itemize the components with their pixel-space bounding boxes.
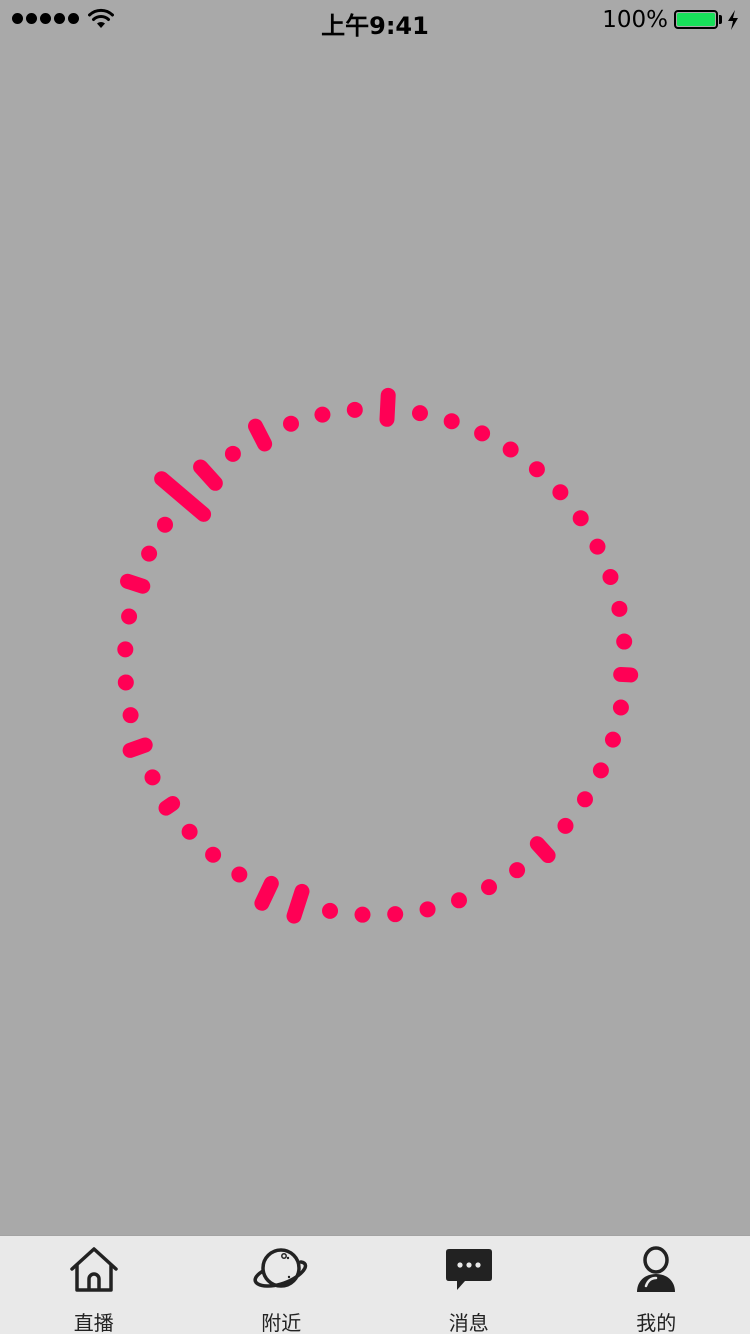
spinner-dot (528, 461, 545, 478)
spinner-dot (443, 413, 460, 430)
spinner-dot (314, 406, 331, 423)
spinner-dash (529, 836, 556, 864)
spinner-dash (122, 737, 153, 758)
status-time: 上午9:41 (321, 12, 429, 40)
spinner-dot (502, 441, 519, 458)
spinner-dot (576, 791, 593, 808)
spinner-dot (387, 906, 404, 923)
spinner-dot (557, 817, 574, 834)
tab-nearby[interactable]: 附近 (188, 1236, 376, 1334)
home-icon (70, 1247, 118, 1292)
spinner-dot (612, 699, 629, 716)
tab-label: 直播 (73, 1311, 114, 1334)
battery-level-fill (677, 13, 715, 26)
spinner-dot (121, 608, 138, 625)
spinner-dot (117, 674, 134, 691)
status-bar: 上午9:41 100% (0, 0, 750, 40)
user-icon (637, 1246, 676, 1292)
spinner-dot (224, 445, 241, 462)
spinner-dash (286, 883, 310, 924)
spinner-dash (193, 459, 223, 491)
spinner-dot (616, 633, 633, 650)
charging-bolt-icon (728, 10, 738, 30)
planet-icon (253, 1248, 308, 1288)
spinner-dot (611, 600, 628, 617)
spinner-dash (154, 471, 212, 522)
spinner-dot (231, 866, 248, 883)
spinner-dash (158, 796, 181, 816)
spinner-dot (354, 906, 371, 923)
battery-percentage: 100% (602, 7, 668, 33)
tab-me[interactable]: 我的 (563, 1236, 750, 1334)
spinner-dash (248, 418, 273, 452)
signal-strength-icon (12, 13, 79, 24)
spinner-dot (122, 707, 139, 724)
battery-icon (674, 10, 718, 29)
tab-bar: 直播 附近 消息 (0, 1235, 750, 1334)
spinner-dot (451, 892, 468, 909)
tab-label: 附近 (261, 1311, 302, 1334)
spinner-dot (604, 731, 621, 748)
spinner-dot (592, 762, 609, 779)
spinner-dot (322, 902, 339, 919)
spinner-dot (181, 823, 198, 840)
wifi-icon (88, 8, 114, 28)
spinner-dot (282, 415, 299, 432)
spinner-dot (205, 846, 222, 863)
tab-live[interactable]: 直播 (0, 1236, 188, 1334)
spinner-dash (254, 875, 279, 911)
tab-label: 消息 (448, 1311, 489, 1334)
tab-label: 我的 (636, 1311, 677, 1334)
spinner-dot (481, 879, 498, 896)
spinner-dash (120, 573, 151, 594)
tab-messages[interactable]: 消息 (375, 1236, 563, 1334)
spinner-dot (141, 545, 158, 562)
spinner-dot (419, 901, 436, 918)
battery-cap (719, 15, 722, 24)
spinner-dash (379, 387, 396, 427)
spinner-dot (144, 769, 161, 786)
spinner-dot (117, 641, 134, 658)
chat-icon (445, 1249, 492, 1290)
spinner-dot (572, 510, 589, 527)
spinner-dot (602, 568, 619, 585)
spinner-dot (552, 484, 569, 501)
spinner-dot (411, 405, 428, 422)
spinner-dot (589, 538, 606, 555)
spinner-dot (157, 516, 174, 533)
spinner-dot (346, 401, 363, 418)
spinner-dot (509, 862, 526, 879)
spinner-dot (474, 425, 491, 442)
